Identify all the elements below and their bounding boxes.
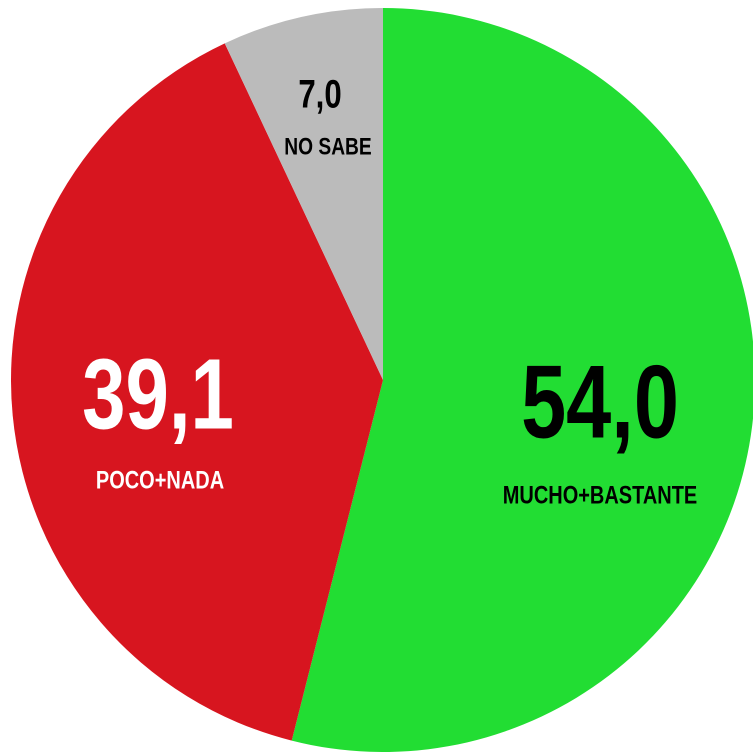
value-label: 39,1	[82, 339, 234, 451]
value-label-group: 54,0	[521, 344, 679, 460]
category-label: NO SABE	[284, 132, 371, 160]
category-label-group: MUCHO+BASTANTE	[503, 482, 698, 510]
category-label: MUCHO+BASTANTE	[503, 482, 698, 510]
pie-slice	[10, 43, 383, 741]
value-label-group: 7,0	[298, 72, 341, 117]
value-label-group: 39,1	[82, 339, 234, 451]
pie-slice	[224, 8, 383, 380]
value-label: 54,0	[521, 344, 679, 460]
category-label-group: NO SABE	[284, 132, 371, 160]
pie-slice	[291, 8, 753, 752]
category-label: POCO+NADA	[96, 467, 224, 495]
value-label: 7,0	[298, 72, 341, 117]
category-label-group: POCO+NADA	[96, 467, 224, 495]
